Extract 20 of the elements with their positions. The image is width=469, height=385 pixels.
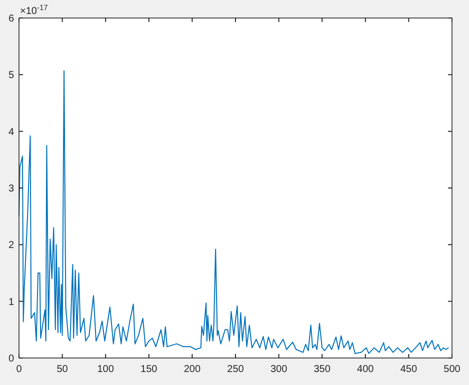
y-tick-label: 1 <box>8 296 14 308</box>
x-tick-label: 150 <box>140 364 158 375</box>
x-tick-label: 300 <box>270 364 288 375</box>
x-tick-label: 350 <box>314 364 331 375</box>
x-tick-label: 200 <box>184 364 201 375</box>
y-tick-label: 3 <box>8 184 14 194</box>
x-tick-label: 50 <box>56 364 68 375</box>
y-tick-label: 0 <box>8 354 14 364</box>
x-tick-label: 250 <box>227 364 244 375</box>
y-tick-label: 4 <box>8 126 14 138</box>
y-tick-label: 2 <box>8 240 14 252</box>
text: ×10$^{-17}$ <box>20 2 48 17</box>
line-series <box>18 70 450 354</box>
x-tick-label: 100 <box>97 364 114 375</box>
x-tick-label: 500 <box>444 364 461 375</box>
x-tick-label: 450 <box>400 364 418 375</box>
y-tick-label: 6 <box>8 14 14 24</box>
x-tick-label: 400 <box>357 364 374 375</box>
y-tick-label: 5 <box>8 70 14 82</box>
x-tick-label: 0 <box>16 364 22 375</box>
